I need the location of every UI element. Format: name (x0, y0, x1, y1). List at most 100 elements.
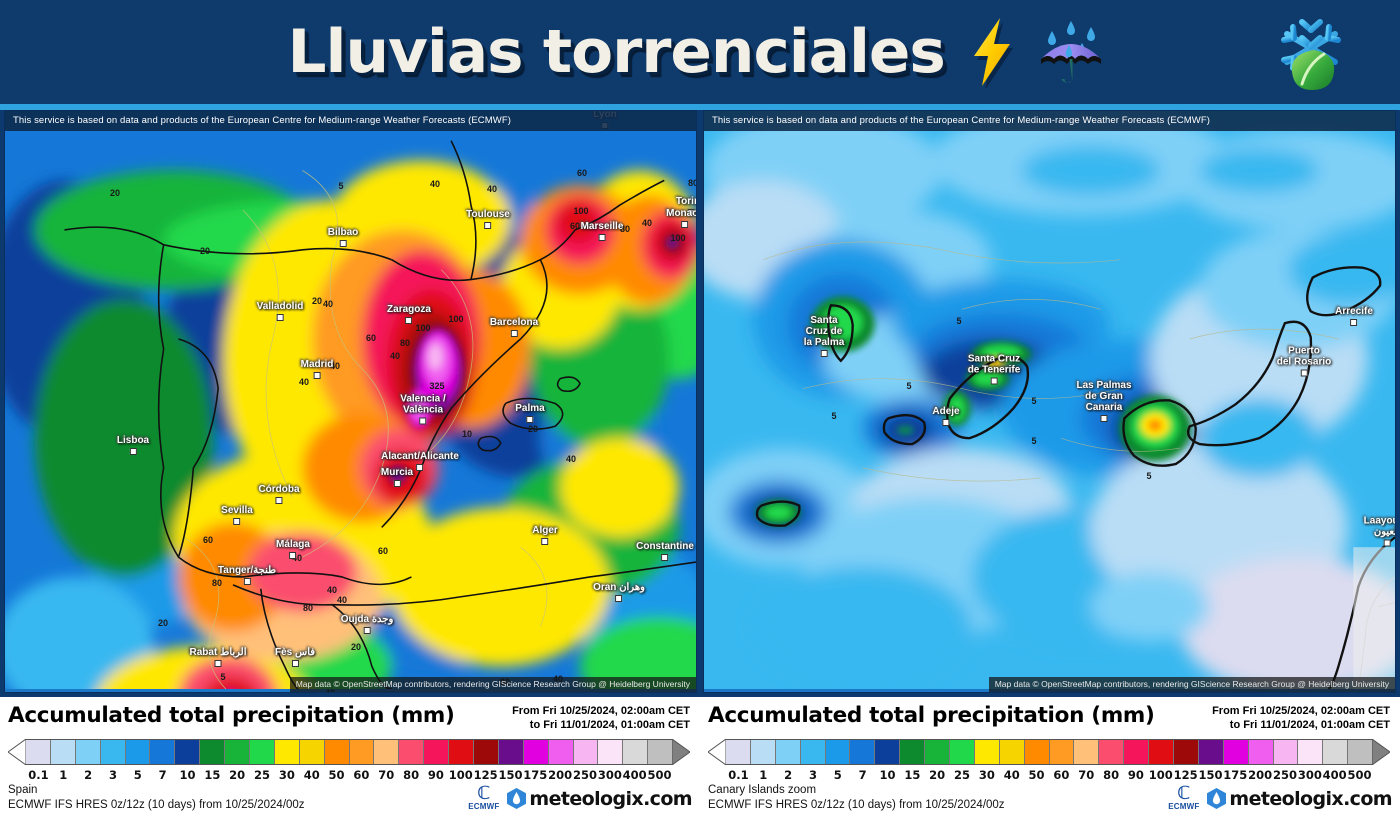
meteologix-hex-icon (1207, 788, 1227, 809)
scale-swatch (1049, 740, 1075, 764)
scale-swatch (349, 740, 375, 764)
scale-tick: 60 (1053, 768, 1070, 782)
scale-tick: 125 (473, 768, 498, 782)
scale-tick: 40 (303, 768, 320, 782)
scale-swatch (1273, 740, 1299, 764)
color-scale-right (708, 737, 1390, 767)
scale-tick: 30 (978, 768, 995, 782)
scale-tick: 30 (278, 768, 295, 782)
scale-swatch (474, 740, 499, 764)
spain-precipitation-raster (5, 111, 696, 689)
scale-tick: 125 (1173, 768, 1198, 782)
scale-tick: 5 (133, 768, 142, 782)
scale-swatch (875, 740, 901, 764)
scale-swatch (50, 740, 76, 764)
scale-tick: 2 (784, 768, 793, 782)
scale-tick: 400 (622, 768, 647, 782)
scale-tick: 3 (808, 768, 817, 782)
meteologix-hex-icon (507, 788, 527, 809)
scale-swatch (299, 740, 325, 764)
legend-title-right: Accumulated total precipitation (mm) (708, 703, 1155, 728)
scale-tick: 40 (1003, 768, 1020, 782)
map-panel-spain[interactable]: This service is based on data and produc… (4, 110, 697, 693)
legend-date-to-left: to Fri 11/01/2024, 01:00am CET (529, 719, 690, 731)
map-panel-canary[interactable]: This service is based on data and produc… (703, 110, 1396, 693)
scale-swatch (150, 740, 176, 764)
scale-tick: 10 (879, 768, 896, 782)
meteologix-wordmark: meteologix.com (1229, 787, 1392, 810)
scale-ticks-left: 0.1 1 2 3 5 7 10 15 20 25 30 40 50 60 70 80 90 100 125 150 1… (8, 768, 690, 782)
scale-tick: 150 (1198, 768, 1223, 782)
scale-cap-left-icon (8, 739, 26, 765)
legend-right: Accumulated total precipitation (mm) Fro… (700, 697, 1400, 817)
scale-swatch (999, 740, 1025, 764)
scale-tick: 70 (378, 768, 395, 782)
page-title: Lluvias torrenciales (287, 17, 945, 87)
ecmwf-logo-left: ℂ ECMWF (468, 783, 500, 812)
map-panels: This service is based on data and produc… (0, 110, 1400, 695)
scale-tick: 300 (597, 768, 622, 782)
scale-tick: 1 (759, 768, 768, 782)
legend-footers: Accumulated total precipitation (mm) Fro… (0, 697, 1400, 817)
scale-tick: 500 (1347, 768, 1372, 782)
scale-swatch (598, 740, 624, 764)
scale-tick: 0.1 (28, 768, 49, 782)
scale-tick: 400 (1322, 768, 1347, 782)
scale-swatch (424, 740, 450, 764)
scale-swatch (1223, 740, 1249, 764)
scale-swatch (775, 740, 801, 764)
scale-tick: 70 (1078, 768, 1095, 782)
scale-swatch (950, 740, 975, 764)
header-banner: Lluvias torrenciales (0, 0, 1400, 110)
scale-tick: 150 (498, 768, 523, 782)
scale-swatch (1024, 740, 1050, 764)
scale-tick: 1 (59, 768, 68, 782)
ecmwf-notice-left: This service is based on data and produc… (5, 111, 696, 131)
scale-tick: 80 (403, 768, 420, 782)
scale-swatch (200, 740, 226, 764)
legend-date-to-right: to Fri 11/01/2024, 01:00am CET (1229, 719, 1390, 731)
scale-tick: 250 (572, 768, 597, 782)
legend-left: Accumulated total precipitation (mm) Fro… (0, 697, 700, 817)
scale-tick: 0.1 (728, 768, 749, 782)
scale-tick: 50 (1028, 768, 1045, 782)
scale-swatch (925, 740, 951, 764)
scale-tick: 90 (1127, 768, 1144, 782)
scale-tick: 20 (929, 768, 946, 782)
scale-swatch (498, 740, 524, 764)
scale-swatch (623, 740, 649, 764)
scale-swatch (324, 740, 350, 764)
scale-swatches-left (26, 739, 673, 765)
scale-tick: 20 (229, 768, 246, 782)
meteologix-logo-left[interactable]: meteologix.com (507, 787, 693, 810)
ecmwf-label-right: ECMWF (1168, 802, 1200, 811)
scale-tick: 100 (1148, 768, 1173, 782)
scale-swatch (1198, 740, 1224, 764)
legend-dates-right: From Fri 10/25/2024, 02:00am CET to Fri … (1212, 701, 1390, 732)
umbrella-rain-icon (1036, 15, 1106, 89)
meteologix-logo-right[interactable]: meteologix.com (1207, 787, 1393, 810)
scale-swatch (648, 740, 673, 764)
header-divider (0, 104, 1400, 110)
scale-swatch (1149, 740, 1175, 764)
scale-tick: 7 (158, 768, 167, 782)
scale-swatch (125, 740, 151, 764)
scale-swatch (1074, 740, 1100, 764)
meteologix-wordmark: meteologix.com (529, 787, 692, 810)
country-borders (64, 140, 696, 689)
scale-swatch (573, 740, 599, 764)
scale-tick: 25 (954, 768, 971, 782)
scale-tick: 50 (328, 768, 345, 782)
legend-dates-left: From Fri 10/25/2024, 02:00am CET to Fri … (512, 701, 690, 732)
scale-tick: 80 (1103, 768, 1120, 782)
ecmwf-glyph-icon: ℂ (477, 783, 491, 804)
scale-swatch (800, 740, 826, 764)
scale-tick: 175 (523, 768, 548, 782)
legend-date-from-right: From Fri 10/25/2024, 02:00am CET (1212, 705, 1390, 717)
scale-tick: 300 (1297, 768, 1322, 782)
scale-tick: 200 (548, 768, 573, 782)
scale-swatch (974, 740, 1000, 764)
scale-tick: 5 (833, 768, 842, 782)
ecmwf-label-left: ECMWF (468, 802, 500, 811)
scale-tick: 3 (108, 768, 117, 782)
